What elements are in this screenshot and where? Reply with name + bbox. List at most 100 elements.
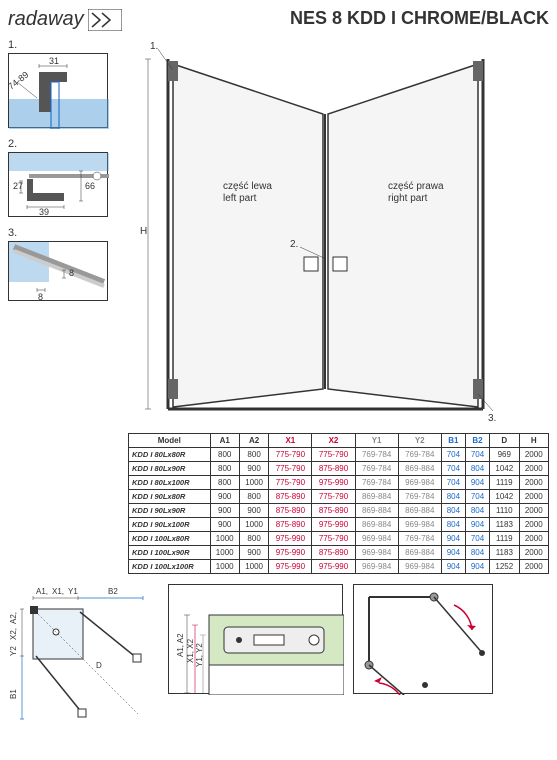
table-cell: 800 [210,476,239,490]
detail-1: 1. 31 74-89 [8,39,118,128]
table-cell: 775-790 [312,532,355,546]
table-header: B2 [465,434,489,448]
table-cell: 1000 [239,476,268,490]
table-cell: 800 [239,490,268,504]
table-cell: 800 [210,448,239,462]
table-cell: 769-784 [398,532,441,546]
svg-text:D: D [96,661,102,670]
table-cell: 904 [441,560,465,574]
table-cell: 904 [441,532,465,546]
table-cell: 1183 [490,518,519,532]
table-cell: 1000 [210,546,239,560]
svg-text:Y2: Y2 [9,646,18,656]
table-row: KDD I 90Lx90R900900875-890875-890869-884… [129,504,549,518]
table-header: X2 [312,434,355,448]
table-cell: 704 [441,462,465,476]
content: 1. 31 74-89 2. [8,39,549,574]
svg-text:B2: B2 [108,587,118,596]
table-header: A2 [239,434,268,448]
table-header: H [519,434,549,448]
svg-text:31: 31 [49,56,59,66]
svg-text:X1, X2: X1, X2 [186,638,195,663]
svg-text:2.: 2. [290,239,298,250]
table-cell: 875-890 [269,490,312,504]
table-cell: 969-984 [355,532,398,546]
table-row: KDD I 100Lx90R1000900975-990875-890969-9… [129,546,549,560]
table-row: KDD I 80Lx80R800800775-790775-790769-784… [129,448,549,462]
table-header: Y2 [398,434,441,448]
table-cell: 2000 [519,546,549,560]
table-cell: 775-790 [269,462,312,476]
table-cell: 975-990 [312,476,355,490]
table-header: Model [129,434,211,448]
table-cell: 769-784 [398,448,441,462]
table-cell: KDD I 80Lx100R [129,476,211,490]
table-row: KDD I 100Lx100R10001000975-990975-990969… [129,560,549,574]
table-cell: 775-790 [312,490,355,504]
table-cell: KDD I 100Lx80R [129,532,211,546]
table-header: D [490,434,519,448]
svg-text:1.: 1. [150,41,158,52]
detail-column: 1. 31 74-89 2. [8,39,118,574]
table-cell: 1183 [490,546,519,560]
table-cell: KDD I 80Lx90R [129,462,211,476]
detail-3: 3. 8 8 [8,227,118,301]
detail-2-label: 2. [8,138,118,150]
table-cell: 2000 [519,518,549,532]
detail-1-label: 1. [8,39,118,51]
table-cell: 875-890 [312,504,355,518]
svg-text:27: 27 [13,181,23,191]
table-cell: KDD I 100Lx100R [129,560,211,574]
table-cell: 875-890 [269,504,312,518]
table-cell: 769-784 [355,448,398,462]
table-cell: 1042 [490,490,519,504]
main-elevation: część lewa left part część prawa right p… [128,39,498,424]
svg-text:B1: B1 [9,689,18,699]
detail-2-drawing: 27 39 66 [9,153,109,218]
table-cell: 804 [465,504,489,518]
svg-text:A1, A2: A1, A2 [176,633,185,657]
table-cell: 869-884 [355,518,398,532]
table-cell: 1000 [210,532,239,546]
svg-text:H: H [140,226,147,237]
table-cell: 1110 [490,504,519,518]
table-cell: 869-884 [398,504,441,518]
table-cell: 869-884 [398,546,441,560]
table-cell: 869-884 [355,504,398,518]
table-cell: 2000 [519,560,549,574]
table-cell: 800 [239,532,268,546]
table-cell: 1252 [490,560,519,574]
table-cell: 969 [490,448,519,462]
table-cell: 900 [239,462,268,476]
table-cell: KDD I 90Lx100R [129,518,211,532]
table-cell: 804 [465,546,489,560]
svg-text:część prawa: część prawa [388,181,444,192]
table-cell: 904 [465,476,489,490]
svg-text:right part: right part [388,193,428,204]
table-cell: 869-884 [355,490,398,504]
table-cell: 904 [465,560,489,574]
table-cell: 875-890 [312,462,355,476]
table-cell: 904 [465,518,489,532]
table-header: B1 [441,434,465,448]
table-cell: 804 [441,518,465,532]
table-row: KDD I 90Lx80R900800875-890775-790869-884… [129,490,549,504]
table-cell: 704 [465,532,489,546]
svg-text:8: 8 [69,268,74,278]
table-cell: KDD I 100Lx90R [129,546,211,560]
svg-text:X2,: X2, [9,628,18,640]
table-cell: 1119 [490,476,519,490]
table-cell: 969-984 [355,546,398,560]
svg-text:39: 39 [39,207,49,217]
brand-text: radaway [8,8,84,31]
page: radaway NES 8 KDD I CHROME/BLACK 1. [0,0,557,760]
dimension-table: ModelA1A2X1X2Y1Y2B1B2DH KDD I 80Lx80R800… [128,433,549,574]
table-cell: 969-984 [355,560,398,574]
table-cell: 804 [441,504,465,518]
table-header: Y1 [355,434,398,448]
logo: radaway [8,8,122,31]
table-cell: 704 [465,490,489,504]
table-cell: 904 [441,546,465,560]
detail-3-label: 3. [8,227,118,239]
table-cell: 704 [465,448,489,462]
